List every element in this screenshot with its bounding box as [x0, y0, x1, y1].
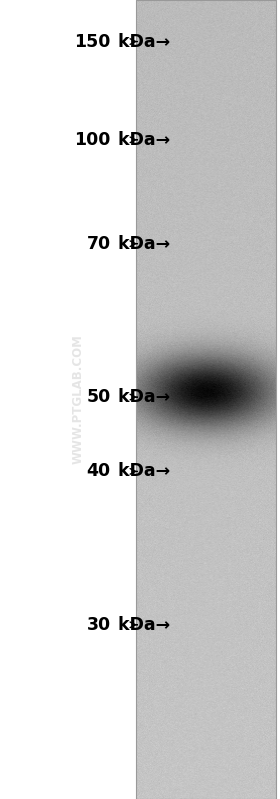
Text: kDa→: kDa→: [112, 235, 170, 252]
Text: WWW.PTGLAB.COM: WWW.PTGLAB.COM: [72, 335, 85, 464]
Text: 50: 50: [86, 388, 111, 406]
Text: kDa→: kDa→: [112, 33, 170, 50]
Text: 70: 70: [87, 235, 111, 252]
Text: 100: 100: [74, 131, 111, 149]
Text: 40: 40: [87, 463, 111, 480]
Text: kDa→: kDa→: [112, 616, 170, 634]
Text: 150: 150: [74, 33, 111, 50]
Text: kDa→: kDa→: [112, 131, 170, 149]
Text: kDa→: kDa→: [112, 463, 170, 480]
Bar: [136, 0, 276, 799]
Text: kDa→: kDa→: [112, 388, 170, 406]
Text: 30: 30: [87, 616, 111, 634]
